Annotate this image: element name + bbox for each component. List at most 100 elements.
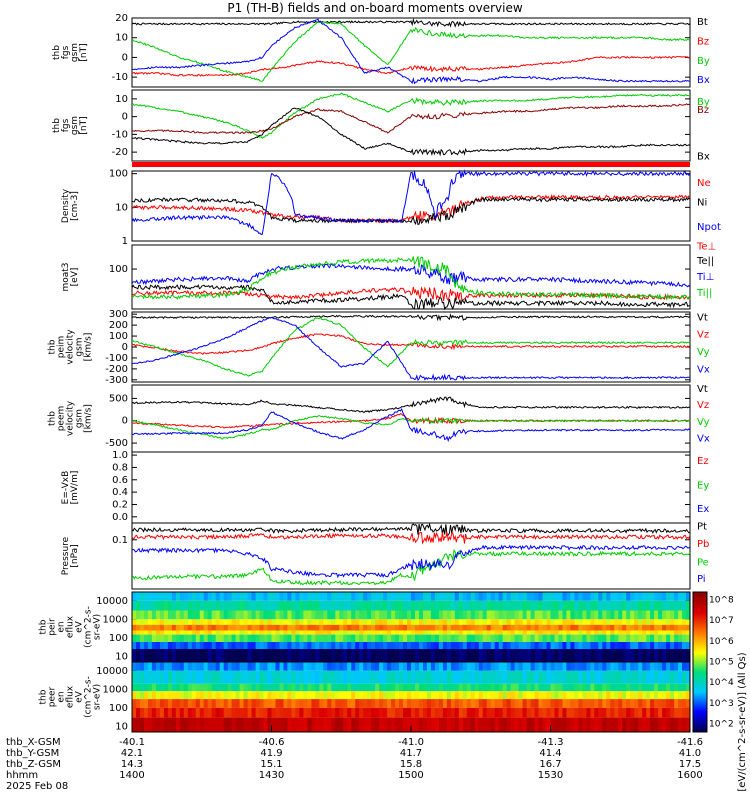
- heat-cell: [303, 662, 308, 671]
- heat-cell: [247, 683, 253, 692]
- heat-cell: [319, 600, 324, 611]
- panel-frame: [131, 384, 691, 453]
- heat-cell: [450, 642, 456, 649]
- heat-cell: [171, 683, 177, 692]
- x-tick-label: 16.7: [539, 759, 561, 770]
- heat-cell: [474, 624, 480, 631]
- heat-cell: [391, 717, 396, 732]
- heat-cell: [434, 634, 440, 642]
- heat-cell: [486, 691, 492, 700]
- heat-cell: [654, 699, 659, 708]
- heat-cell: [251, 717, 257, 732]
- heat-cell: [454, 610, 460, 620]
- heat-cell: [426, 662, 432, 671]
- heat-cell: [223, 699, 229, 708]
- heat-cell: [291, 642, 296, 649]
- heat-cell: [363, 619, 368, 625]
- heat-cell: [638, 649, 643, 662]
- colorbar-cell: [693, 712, 707, 715]
- heat-cell: [682, 610, 687, 620]
- heat-cell: [259, 662, 264, 671]
- heat-cell: [227, 691, 233, 700]
- heat-cell: [650, 619, 655, 625]
- heat-cell: [470, 707, 476, 718]
- heat-cell: [319, 670, 324, 684]
- heat-cell: [251, 624, 257, 631]
- heat-cell: [163, 662, 169, 671]
- heat-cell: [215, 683, 221, 692]
- heat-cell: [562, 634, 567, 642]
- heat-cell: [438, 662, 444, 671]
- heat-cell: [144, 600, 149, 611]
- heat-cell: [259, 707, 264, 718]
- heat-cell: [315, 707, 320, 718]
- heat-cell: [311, 600, 316, 611]
- heat-cell: [506, 683, 512, 692]
- heat-cell: [426, 707, 432, 718]
- heat-cell: [646, 592, 651, 601]
- heat-cell: [231, 691, 237, 700]
- flag-band: [132, 162, 690, 167]
- heat-cell: [478, 624, 484, 631]
- heat-cell: [359, 600, 364, 611]
- heat-cell: [666, 717, 671, 732]
- heat-cell: [271, 649, 276, 662]
- heat-cell: [682, 624, 687, 631]
- legend-label: Te||: [696, 256, 714, 267]
- heat-cell: [411, 717, 416, 732]
- heat-cell: [191, 649, 197, 662]
- heat-cell: [662, 592, 667, 601]
- y-tick-label: 10: [115, 651, 128, 662]
- heat-cell: [335, 662, 340, 671]
- heat-cell: [279, 592, 284, 601]
- heat-cell: [606, 592, 611, 601]
- heat-cell: [502, 642, 508, 649]
- heat-cell: [279, 642, 284, 649]
- heat-cell: [147, 630, 153, 635]
- heat-cell: [375, 691, 380, 700]
- heat-cell: [403, 642, 408, 649]
- heat-cell: [442, 634, 448, 642]
- heat-cell: [498, 683, 504, 692]
- heat-cell: [638, 619, 643, 625]
- heat-cell: [470, 624, 476, 631]
- heat-cell: [367, 649, 372, 662]
- heat-cell: [442, 600, 448, 611]
- heat-cell: [307, 683, 312, 692]
- panel-frame: [131, 522, 691, 590]
- heat-cell: [510, 619, 516, 625]
- heat-cell: [259, 592, 264, 601]
- heat-cell: [566, 691, 571, 700]
- heat-cell: [307, 610, 312, 620]
- heat-cell: [502, 610, 508, 620]
- heat-cell: [686, 699, 691, 708]
- heat-cell: [247, 699, 253, 708]
- heat-cell: [195, 642, 201, 649]
- heat-cell: [434, 717, 440, 732]
- heat-cell: [375, 634, 380, 642]
- colorbar-cell: [693, 656, 707, 659]
- heat-cell: [159, 630, 165, 635]
- heat-cell: [434, 600, 440, 611]
- heat-cell: [255, 634, 261, 642]
- heat-cell: [263, 699, 268, 708]
- heat-cell: [590, 624, 595, 631]
- heat-cell: [454, 642, 460, 649]
- heat-cell: [474, 691, 480, 700]
- heat-cell: [171, 699, 177, 708]
- heat-cell: [387, 691, 392, 700]
- colorbar-cell: [693, 652, 707, 655]
- heat-cell: [275, 707, 280, 718]
- heat-cell: [267, 699, 272, 708]
- heat-cell: [434, 624, 440, 631]
- heat-cell: [167, 634, 173, 642]
- heat-cell: [674, 670, 679, 684]
- heat-cell: [132, 670, 137, 684]
- heat-cell: [155, 624, 161, 631]
- heat-cell: [203, 691, 209, 700]
- heat-cell: [538, 610, 543, 620]
- heat-cell: [211, 600, 217, 611]
- heat-cell: [582, 624, 587, 631]
- heat-cell: [642, 670, 647, 684]
- heat-cell: [658, 630, 663, 635]
